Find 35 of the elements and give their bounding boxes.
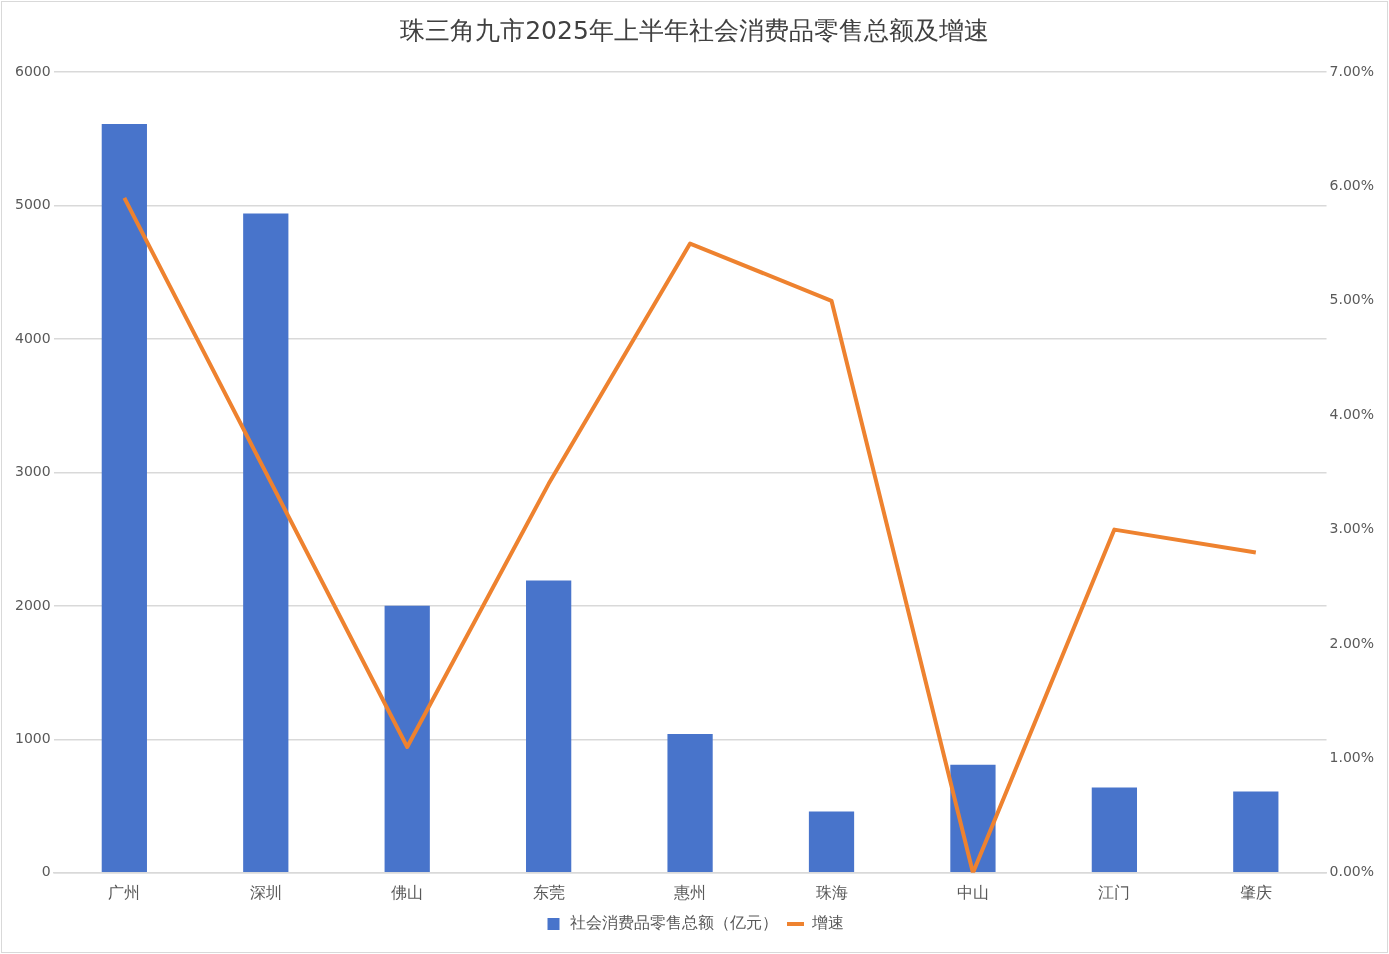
bar [1233, 791, 1279, 873]
y2-tick-label: 3.00% [1329, 520, 1375, 537]
y-tick-label: 2000 [14, 596, 51, 613]
y-tick-label: 5000 [14, 196, 51, 213]
y-tick-label: 4000 [14, 329, 51, 346]
x-tick-label: 江门 [1098, 882, 1131, 902]
y2-tick-label: 4.00% [1329, 405, 1375, 422]
y-tick-label: 6000 [14, 62, 51, 79]
x-tick-label: 肇庆 [1239, 882, 1272, 902]
bar [1091, 787, 1138, 873]
y-tick-label: 0 [41, 863, 51, 880]
y2-tick-label: 6.00% [1329, 177, 1375, 194]
bar [243, 213, 289, 873]
chart-title: 珠三角九市2025年上半年社会消费品零售总额及增速 [400, 15, 989, 45]
bar [667, 734, 713, 873]
bar [808, 811, 855, 873]
legend-label: 社会消费品零售总额（亿元） [569, 913, 778, 933]
y2-tick-label: 7.00% [1329, 62, 1375, 79]
x-tick-label: 东莞 [532, 882, 565, 902]
legend-label: 增速 [810, 913, 844, 933]
y2-tick-label: 0.00% [1329, 863, 1375, 880]
y2-tick-label: 1.00% [1329, 749, 1375, 766]
bar [101, 124, 147, 873]
bar [526, 580, 572, 873]
x-tick-label: 惠州 [673, 882, 707, 902]
y2-tick-label: 5.00% [1329, 291, 1375, 308]
x-tick-label: 珠海 [815, 882, 848, 902]
bar [384, 605, 430, 873]
y2-tick-label: 2.00% [1329, 634, 1375, 651]
y-tick-label: 3000 [14, 463, 51, 480]
y-tick-label: 1000 [14, 729, 51, 746]
x-tick-label: 佛山 [391, 882, 424, 902]
x-tick-label: 深圳 [249, 882, 282, 902]
x-tick-label: 中山 [956, 882, 989, 902]
x-tick-label: 广州 [108, 882, 141, 902]
